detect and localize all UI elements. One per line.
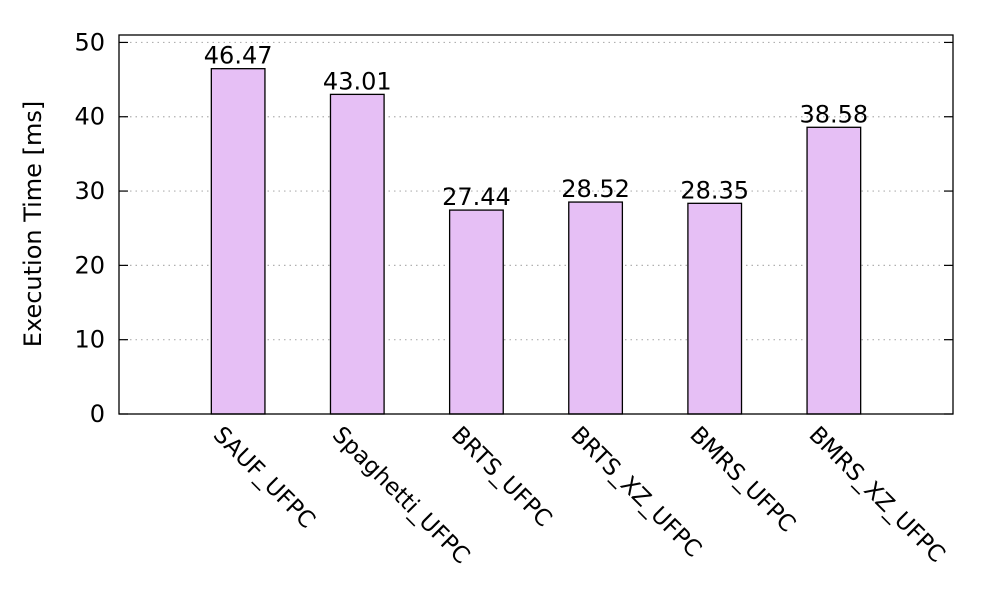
y-tick-label: 50 (74, 28, 105, 56)
bar (448, 209, 504, 415)
y-axis-ticks: 0 10 20 30 40 50 (74, 28, 953, 428)
bar-value-labels: 46.47 43.01 27.44 28.52 28.35 38.58 (204, 42, 868, 211)
y-tick-label: 10 (74, 326, 105, 354)
plot-border (118, 34, 954, 415)
x-tick-label: BMRS_XZ_UFPC (804, 422, 950, 568)
y-axis-title: Execution Time [ms] (19, 101, 47, 347)
y-tick-label: 30 (74, 177, 105, 205)
bar-value-label: 43.01 (323, 67, 392, 95)
y-tick-label: 20 (74, 251, 105, 279)
bar-value-label: 27.44 (442, 183, 511, 211)
x-tick-label: BRTS_XZ_UFPC (565, 422, 706, 563)
bar-value-label: 28.35 (680, 176, 749, 204)
bars (210, 68, 862, 415)
y-tick-label: 0 (90, 400, 105, 428)
bar (806, 126, 862, 415)
bar (210, 68, 266, 415)
bar (568, 201, 624, 415)
bar-value-label: 28.52 (561, 175, 630, 203)
x-tick-label: BMRS_UFPC (684, 422, 800, 538)
bar-value-label: 46.47 (204, 42, 273, 70)
y-tick-label: 40 (74, 103, 105, 131)
bar-value-label: 38.58 (799, 100, 868, 128)
x-tick-label: SAUF_UFPC (208, 422, 320, 534)
bar (329, 93, 385, 415)
bar (687, 202, 743, 415)
x-tick-label: BRTS_UFPC (446, 422, 556, 532)
plot-frame (118, 34, 954, 415)
